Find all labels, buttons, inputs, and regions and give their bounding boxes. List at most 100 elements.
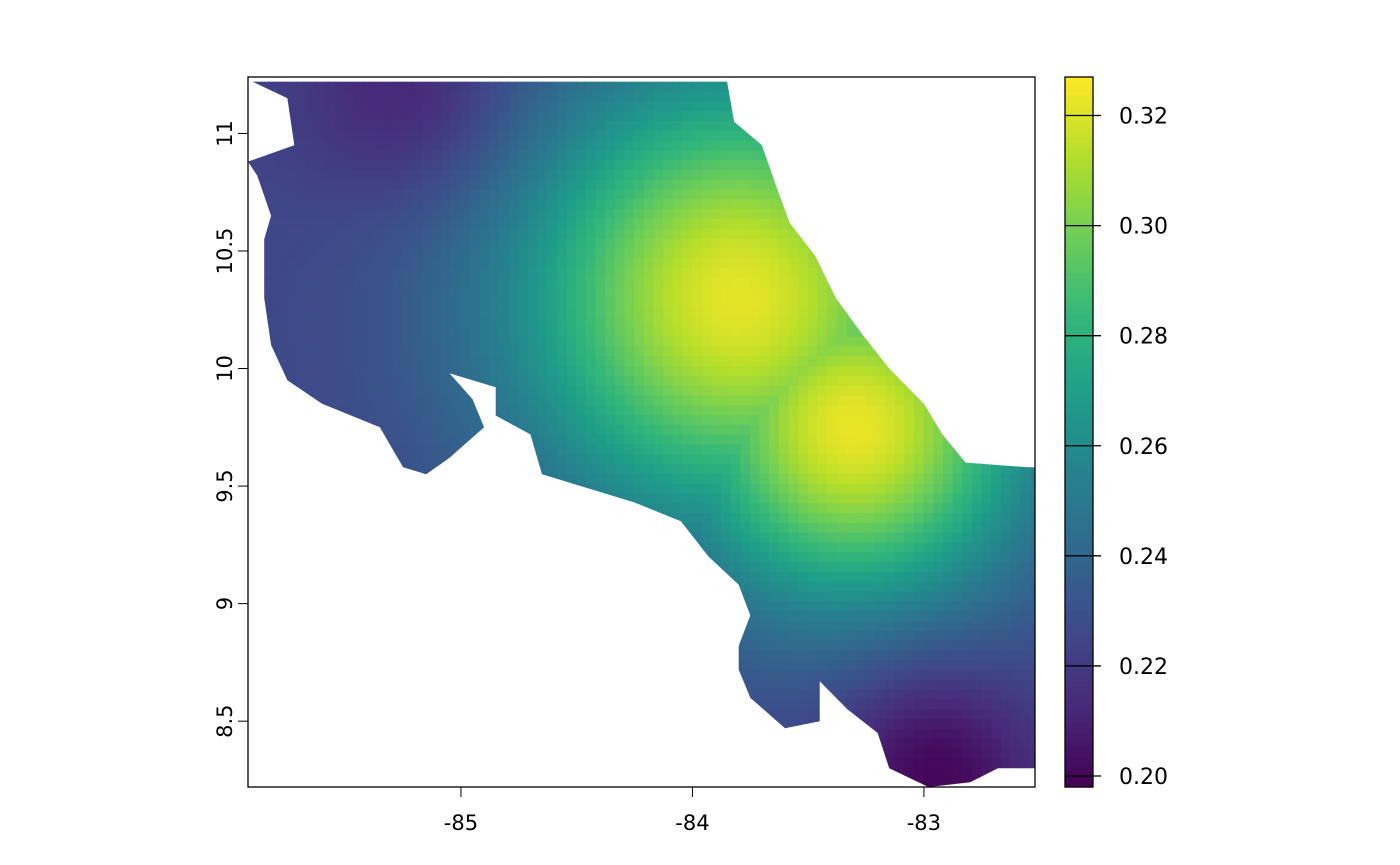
raster-cell [634,149,645,161]
raster-cell [441,120,452,131]
raster-cell [653,659,664,670]
raster-cell [296,188,307,200]
raster-cell [498,424,510,435]
raster-cell [759,169,770,180]
raster-cell [402,747,413,759]
raster-cell [537,443,548,455]
raster-cell [537,296,548,308]
raster-cell [248,414,259,425]
raster-cell [315,120,326,131]
raster-cell [624,492,635,504]
raster-cell [470,434,481,445]
raster-cell [836,306,848,318]
raster-cell [479,630,490,641]
raster-cell [460,532,471,543]
raster-cell [566,169,577,180]
raster-cell [730,110,741,121]
raster-cell [508,728,519,739]
raster-cell [421,81,432,92]
raster-cell [692,669,703,680]
raster-cell [643,120,654,131]
raster-cell [653,336,664,347]
raster-cell [740,277,751,288]
raster-cell [701,404,712,416]
raster-cell [566,81,577,82]
raster-cell [402,492,413,504]
raster-cell [498,355,510,367]
raster-cell [412,453,423,465]
raster-cell [846,90,857,102]
raster-cell [730,100,741,112]
raster-cell [817,492,828,504]
raster-cell [315,620,326,631]
raster-cell [865,247,876,259]
raster-cell [547,139,558,151]
raster-cell [441,777,452,787]
raster-cell [470,590,481,602]
raster-cell [450,522,461,533]
raster-cell [489,218,500,229]
raster-cell [248,247,259,259]
raster-cell [421,659,432,670]
raster-cell [296,610,307,621]
raster-cell [248,581,259,592]
raster-cell [730,208,741,219]
raster-cell [875,336,886,347]
raster-cell [276,238,288,249]
raster-cell [334,90,346,102]
raster-cell [740,198,751,210]
raster-cell [759,610,770,621]
raster-cell [402,512,413,523]
raster-cell [392,728,404,739]
raster-cell [730,139,741,151]
raster-cell [643,306,654,318]
raster-cell [325,277,336,288]
raster-cell [875,600,886,612]
raster-cell [653,718,664,729]
raster-cell [846,257,857,268]
raster-cell [856,394,867,406]
raster-cell [489,522,500,533]
raster-cell [894,571,905,582]
raster-cell [817,414,828,425]
raster-cell [894,453,905,465]
raster-cell [798,581,809,592]
raster-cell [798,110,809,121]
raster-cell [431,385,442,396]
raster-cell [450,483,461,494]
raster-cell [566,149,577,161]
raster-cell [441,247,452,259]
raster-cell [518,81,529,82]
raster-cell [904,737,915,749]
raster-cell [257,228,268,239]
raster-cell [363,561,375,572]
raster-cell [759,620,770,631]
raster-cell [286,512,297,523]
raster-cell [412,326,423,337]
raster-cell [566,757,577,768]
raster-cell [605,169,616,180]
raster-cell [421,502,432,514]
raster-cell [556,581,568,592]
raster-cell [527,757,539,768]
raster-cell [885,708,896,719]
raster-cell [498,541,510,553]
raster-cell [865,698,876,710]
raster-cell [450,287,461,298]
raster-cell [248,208,259,219]
raster-cell [383,630,394,641]
raster-cell [556,355,568,367]
raster-cell [344,238,355,249]
raster-cell [788,159,799,170]
raster-cell [720,336,732,347]
raster-cell [373,453,384,465]
raster-cell [624,483,635,494]
raster-cell [865,238,876,249]
raster-cell [547,169,558,180]
raster-cell [643,414,654,425]
raster-cell [489,287,500,298]
raster-cell [508,218,519,229]
raster-cell [576,453,587,465]
raster-cell [701,659,712,670]
raster-cell [759,551,770,563]
